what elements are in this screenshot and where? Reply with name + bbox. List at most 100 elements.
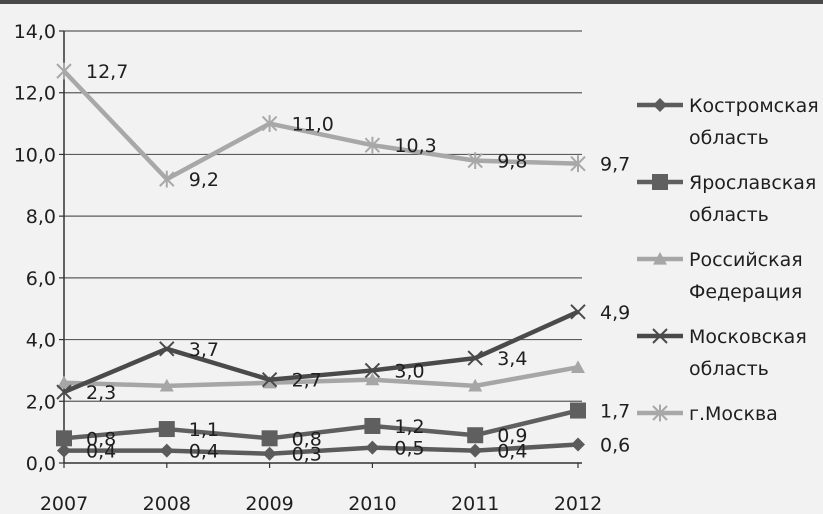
data-label: 12,7 (86, 61, 128, 83)
marker-star (652, 404, 668, 422)
legend: Костромская область Ярославская область Росс… (637, 95, 819, 425)
marker-x (467, 350, 483, 366)
data-label: 9,7 (600, 154, 630, 176)
series-line (64, 442, 579, 456)
marker-x-stroke (364, 362, 381, 379)
legend-label: г.Москва (689, 403, 778, 425)
x-tick-label: 2008 (143, 493, 191, 514)
marker-diamond (653, 98, 667, 112)
y-tick-label: 10,0 (14, 144, 56, 166)
marker-x (56, 384, 72, 400)
legend-label: Российская (689, 249, 803, 271)
marker-square (261, 430, 278, 447)
marker-square (364, 417, 381, 434)
x-tick-label: 2011 (451, 493, 499, 514)
x-tick-label: 2007 (40, 493, 88, 514)
marker-triangle (653, 252, 667, 265)
marker-square (158, 421, 175, 438)
marker-square (56, 430, 72, 447)
marker-x (364, 362, 381, 379)
marker-diamond (159, 443, 174, 458)
legend-label: Ярославская (689, 172, 816, 194)
data-label: 1,2 (394, 416, 424, 438)
y-tick-label: 0,0 (26, 453, 56, 475)
legend-item: Российская Федерация (637, 249, 803, 303)
data-label: 1,1 (189, 419, 219, 441)
marker-triangle (571, 360, 585, 373)
legend-item: г.Москва (637, 403, 778, 425)
data-label: 0,8 (292, 428, 322, 450)
marker-x-stroke (159, 341, 175, 357)
marker-diamond (262, 446, 277, 461)
series-line (63, 309, 579, 395)
marker-diamond (365, 440, 380, 455)
x-tick-label: 2010 (348, 493, 396, 514)
marker-diamond (57, 443, 71, 458)
legend-label: область (689, 204, 769, 226)
legend-item: Ярославская область (637, 172, 816, 226)
data-labels: 0,4 0,4 0,3 0,5 0,4 0,6 0,8 1,1 0,8 1,2 0,9 1,7 2,3 3… (86, 61, 630, 466)
marker-star (159, 170, 175, 188)
y-tick-label: 6,0 (26, 268, 56, 290)
data-label: 0,9 (497, 425, 527, 447)
data-label: 3,4 (497, 348, 527, 370)
data-label: 0,5 (394, 438, 424, 460)
data-label: 0,6 (600, 434, 630, 456)
legend-item: Московская область (637, 326, 807, 380)
marker-diamond (468, 443, 483, 458)
data-label: 9,2 (189, 169, 219, 191)
x-tick-label: 2009 (245, 493, 293, 514)
legend-label: область (689, 358, 769, 380)
top-border-strip (0, 0, 823, 4)
marker-x-stroke (467, 350, 483, 366)
legend-item: Костромская область (637, 95, 819, 149)
marker-square (652, 174, 668, 190)
y-tick-label: 2,0 (26, 391, 56, 413)
series-line (63, 365, 579, 389)
data-label: 0,4 (189, 441, 219, 463)
y-tick-label: 14,0 (14, 21, 56, 43)
x-tick-label: 2012 (554, 493, 602, 514)
legend-label: Московская (689, 326, 807, 348)
data-label: 4,9 (600, 302, 630, 324)
marker-square (467, 427, 484, 444)
marker-triangle (468, 378, 483, 392)
marker-x-stroke (261, 371, 278, 388)
data-label: 2,3 (86, 382, 116, 404)
data-label: 3,0 (394, 360, 424, 382)
data-label: 10,3 (394, 135, 436, 157)
series-line (62, 69, 579, 182)
marker-x-stroke (56, 384, 72, 400)
data-label: 11,0 (292, 114, 334, 136)
marker-diamond (571, 437, 585, 452)
data-label: 0,8 (86, 428, 116, 450)
marker-triangle (159, 378, 174, 392)
marker-x (159, 341, 175, 357)
marker-x-stroke (570, 304, 586, 320)
series-layer (56, 62, 586, 461)
data-label: 9,8 (497, 151, 527, 173)
data-label: 1,7 (600, 401, 630, 423)
grid-lines (64, 30, 582, 402)
marker-triangle (57, 375, 71, 389)
marker-square (570, 402, 586, 419)
marker-star (56, 62, 72, 80)
data-label: 0,3 (292, 444, 322, 466)
legend-label: Федерация (689, 281, 802, 303)
data-label: 0,4 (86, 441, 116, 463)
y-tick-label: 4,0 (26, 330, 56, 352)
marker-triangle (365, 372, 380, 386)
series-line (63, 408, 579, 441)
marker-x (652, 328, 668, 344)
marker-star (261, 115, 278, 132)
marker-x (261, 371, 278, 388)
marker-star (570, 155, 586, 173)
data-label: 0,4 (497, 441, 527, 463)
y-tick-label: 12,0 (14, 83, 56, 105)
legend-label: область (689, 127, 769, 149)
marker-x-stroke (652, 328, 668, 344)
marker-star (467, 152, 483, 169)
marker-x (570, 304, 586, 320)
